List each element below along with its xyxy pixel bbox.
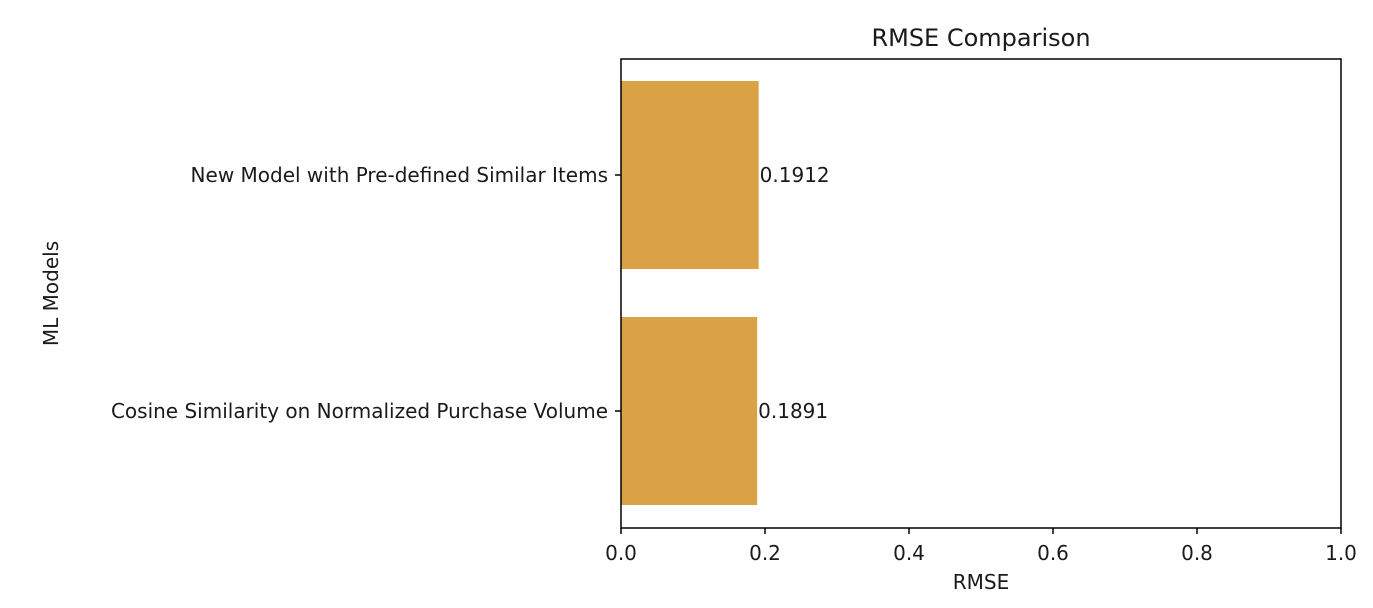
x-ticks-group: 0.0 0.2 0.4 0.6 0.8 1.0	[605, 528, 1357, 565]
bar	[621, 81, 759, 269]
chart-title: RMSE Comparison	[871, 24, 1090, 52]
x-tick-label: 0.6	[1037, 541, 1069, 565]
x-tick-label: 1.0	[1325, 541, 1357, 565]
x-tick-label: 0.4	[893, 541, 925, 565]
bars-group	[621, 81, 759, 505]
value-label: 0.1891	[758, 399, 828, 423]
x-axis-label: RMSE	[953, 570, 1009, 594]
x-tick-label: 0.2	[749, 541, 781, 565]
x-tick-label: 0.8	[1181, 541, 1213, 565]
x-tick-label: 0.0	[605, 541, 637, 565]
bar	[621, 317, 758, 505]
value-labels-group: 0.1912 0.1891	[758, 163, 829, 423]
y-axis-label: ML Models	[39, 241, 63, 346]
value-label: 0.1912	[760, 163, 830, 187]
plot-frame	[620, 58, 1342, 529]
category-labels-group: New Model with Pre-defined Similar Items…	[111, 163, 621, 423]
category-label: Cosine Similarity on Normalized Purchase…	[111, 399, 608, 423]
category-label: New Model with Pre-defined Similar Items	[191, 163, 608, 187]
